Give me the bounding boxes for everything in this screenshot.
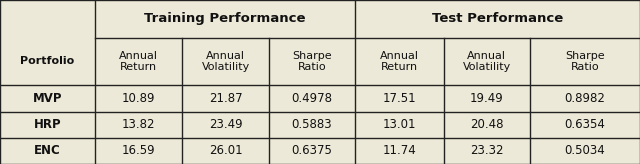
Text: 21.87: 21.87 [209, 92, 243, 105]
Text: 10.89: 10.89 [122, 92, 156, 105]
Text: Test Performance: Test Performance [432, 12, 563, 25]
Text: 0.5034: 0.5034 [564, 144, 605, 157]
Text: Annual
Volatility: Annual Volatility [202, 51, 250, 72]
Text: 0.5883: 0.5883 [292, 118, 332, 131]
Text: ENC: ENC [34, 144, 61, 157]
Text: 19.49: 19.49 [470, 92, 504, 105]
Text: 0.8982: 0.8982 [564, 92, 605, 105]
Text: 17.51: 17.51 [383, 92, 416, 105]
Text: 23.49: 23.49 [209, 118, 243, 131]
Text: Sharpe
Ratio: Sharpe Ratio [292, 51, 332, 72]
Text: Portfolio: Portfolio [20, 57, 74, 66]
Text: Annual
Return: Annual Return [119, 51, 158, 72]
Text: MVP: MVP [33, 92, 62, 105]
Text: 11.74: 11.74 [383, 144, 416, 157]
Text: Annual
Return: Annual Return [380, 51, 419, 72]
Text: 23.32: 23.32 [470, 144, 504, 157]
Text: 13.01: 13.01 [383, 118, 416, 131]
Text: 20.48: 20.48 [470, 118, 504, 131]
Text: HRP: HRP [33, 118, 61, 131]
Text: Sharpe
Ratio: Sharpe Ratio [565, 51, 605, 72]
Text: 13.82: 13.82 [122, 118, 156, 131]
Text: 0.6354: 0.6354 [564, 118, 605, 131]
Text: Training Performance: Training Performance [144, 12, 306, 25]
Text: 16.59: 16.59 [122, 144, 156, 157]
Text: Annual
Volatility: Annual Volatility [463, 51, 511, 72]
Text: 0.4978: 0.4978 [291, 92, 333, 105]
Text: 26.01: 26.01 [209, 144, 243, 157]
Text: 0.6375: 0.6375 [292, 144, 332, 157]
